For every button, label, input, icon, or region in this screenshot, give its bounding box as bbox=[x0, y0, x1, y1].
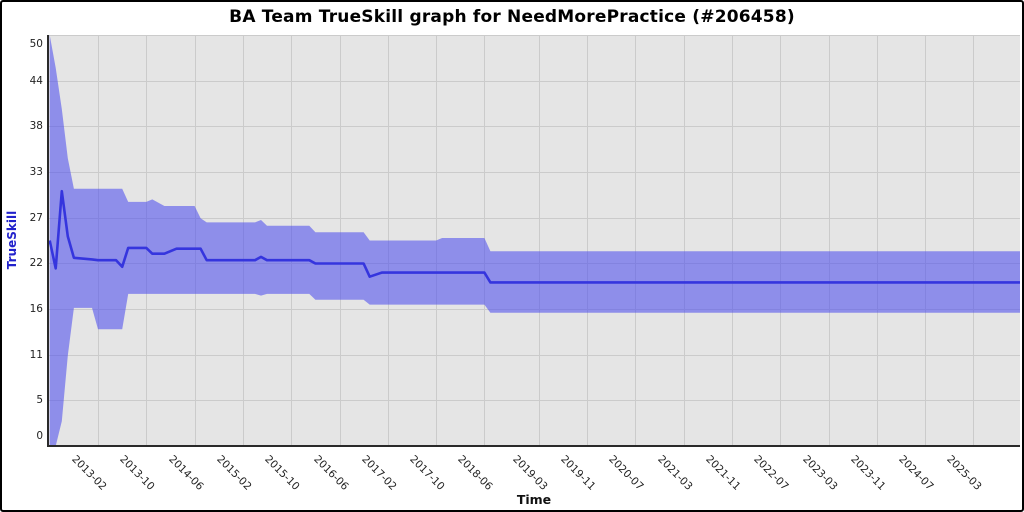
y-tick-label: 44 bbox=[29, 74, 43, 87]
y-tick-label: 5 bbox=[36, 394, 43, 407]
y-tick-label: 50 bbox=[29, 38, 43, 50]
x-axis-spine bbox=[47, 445, 1020, 447]
x-tick-label: 2015-10 bbox=[262, 453, 302, 493]
x-tick-label: 2016-06 bbox=[310, 453, 351, 493]
x-tick-label: 2014-06 bbox=[165, 453, 206, 493]
x-tick-label: 2013-02 bbox=[69, 453, 109, 493]
x-tick-label: 2017-02 bbox=[359, 453, 399, 493]
y-tick-label: 27 bbox=[29, 211, 43, 224]
confidence-band bbox=[49, 35, 1020, 446]
y-tick-label: 22 bbox=[29, 257, 43, 270]
x-tick-label: 2013-10 bbox=[117, 453, 158, 493]
trueskill-line bbox=[49, 189, 1020, 284]
y-tick-label: 33 bbox=[29, 166, 43, 178]
x-tick-label: 2018-06 bbox=[455, 453, 496, 493]
x-axis-title: Time bbox=[516, 492, 552, 507]
x-tick-label: 2017-10 bbox=[407, 453, 447, 493]
plot-canvas bbox=[49, 35, 1020, 446]
chart-title: BA Team TrueSkill graph for NeedMorePrac… bbox=[229, 7, 795, 27]
x-tick-label: 2023-11 bbox=[848, 453, 888, 493]
x-tick-label: 2022-07 bbox=[751, 453, 791, 493]
y-tick-label: 38 bbox=[29, 120, 43, 133]
x-tick-label: 2020-07 bbox=[606, 453, 647, 493]
y-tick-label: 11 bbox=[29, 348, 43, 361]
plot-area bbox=[49, 35, 1020, 446]
x-tick-label: 2024-07 bbox=[896, 453, 936, 493]
x-tick-label: 2021-03 bbox=[654, 453, 695, 493]
x-tick-label: 2025-03 bbox=[944, 453, 985, 493]
x-tick-label: 2019-11 bbox=[558, 453, 598, 493]
x-tick-label: 2019-03 bbox=[509, 453, 550, 493]
x-tick-label: 2015-02 bbox=[214, 453, 254, 493]
y-tick-label: 16 bbox=[29, 303, 43, 315]
y-tick-label: 0 bbox=[36, 430, 43, 442]
x-tick-label: 2023-03 bbox=[799, 453, 840, 493]
x-tick-label: 2021-11 bbox=[703, 453, 743, 493]
y-axis-spine bbox=[47, 35, 49, 446]
